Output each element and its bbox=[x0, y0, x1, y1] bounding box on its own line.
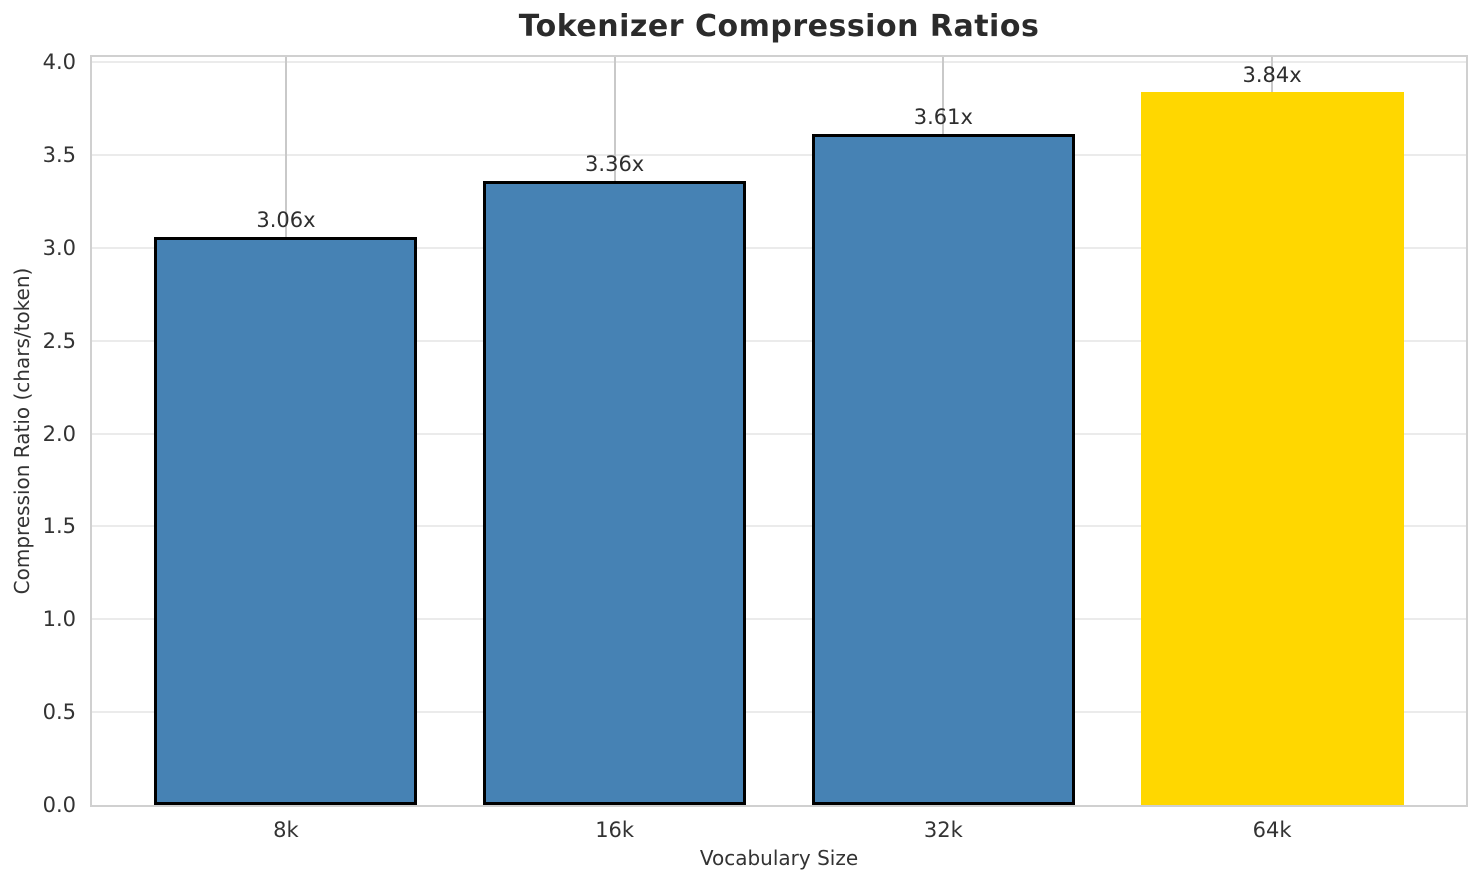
bar-32k bbox=[811, 134, 1075, 805]
bar-16k bbox=[483, 180, 747, 805]
y-tick-label: 2.5 bbox=[42, 328, 76, 353]
x-tick-label: 8k bbox=[273, 818, 299, 842]
gridline-horizontal bbox=[92, 711, 1466, 714]
gridline-horizontal bbox=[92, 432, 1466, 435]
x-tick-label: 64k bbox=[1252, 818, 1292, 842]
y-tick-label: 1.5 bbox=[42, 514, 76, 539]
x-tick-label: 32k bbox=[923, 818, 963, 842]
y-tick-label: 0.0 bbox=[42, 793, 76, 817]
x-tick-label: 16k bbox=[595, 818, 635, 842]
y-tick-label: 1.0 bbox=[42, 607, 76, 632]
y-tick-label: 3.5 bbox=[42, 142, 76, 167]
gridline-horizontal bbox=[92, 246, 1466, 249]
y-tick-label: 2.0 bbox=[42, 421, 76, 446]
bar-value-label: 3.84x bbox=[1242, 62, 1302, 87]
bar-8k bbox=[154, 236, 418, 805]
gridline-horizontal bbox=[92, 525, 1466, 528]
bar-value-label: 3.61x bbox=[913, 105, 973, 130]
y-tick-label: 0.5 bbox=[42, 700, 76, 725]
bar-value-label: 3.36x bbox=[585, 151, 645, 176]
plot-area: 3.06x 3.36x 3.61x 3.84x bbox=[90, 55, 1468, 807]
bar-64k bbox=[1140, 91, 1404, 805]
bar-value-label: 3.06x bbox=[256, 207, 316, 232]
y-tick-label: 4.0 bbox=[42, 50, 76, 74]
gridline-horizontal bbox=[92, 618, 1466, 621]
x-axis-label: Vocabulary Size bbox=[699, 846, 859, 870]
gridline-horizontal bbox=[92, 153, 1466, 156]
gridline-horizontal bbox=[92, 61, 1466, 63]
y-tick-label: 3.0 bbox=[42, 235, 76, 260]
gridline-horizontal bbox=[92, 339, 1466, 342]
chart-title: Tokenizer Compression Ratios bbox=[518, 9, 1040, 44]
